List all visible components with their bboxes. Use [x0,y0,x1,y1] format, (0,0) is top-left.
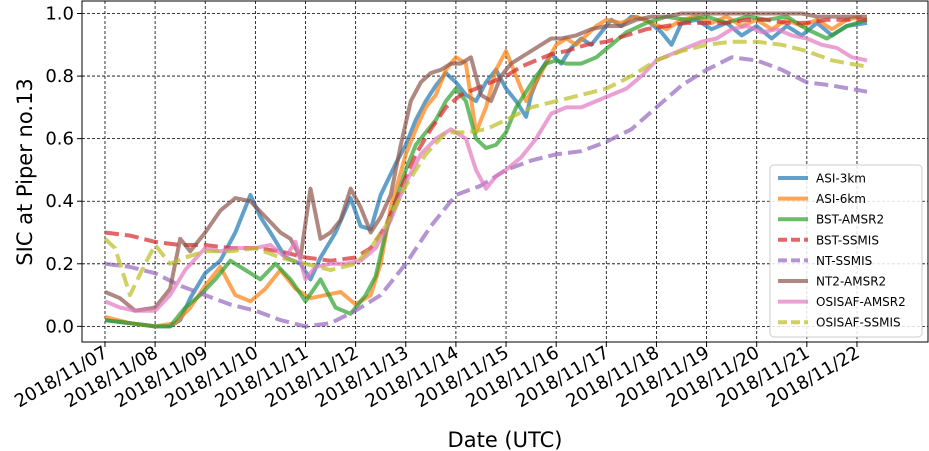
y-tick-label: 0.2 [45,254,74,275]
series-line-osisaf-ssmis [103,39,868,298]
y-tick-label: 1.0 [45,4,74,25]
x-axis-title: Date (UTC) [448,428,563,451]
series-line-asi-6km [104,14,863,329]
series-lines [103,11,868,329]
legend-label: BST-SSMIS [816,233,879,247]
legend-label: ASI-6km [816,192,866,206]
legend-label: NT2-AMSR2 [816,275,886,289]
legend: ASI-3km ASI-6km BST-AMSR2 BST-SSMIS NT-SSMIS… [769,164,923,338]
legend-label: NT-SSMIS [816,254,872,268]
y-axis-title: SIC at Piper no.13 [13,78,37,265]
series-line-bst-amsr2 [104,14,868,329]
legend-label: ASI-3km [816,172,866,186]
series-line-bst-ssmis [104,17,867,263]
legend-box [769,164,923,338]
grid [82,1,928,342]
y-tick-label: 0.6 [45,129,74,150]
legend-label: BST-AMSR2 [816,213,884,227]
legend-label: OSISAF-SSMIS [816,316,901,330]
y-axis: 0.0 0.2 0.4 0.6 0.8 1.0 [45,4,82,337]
series-line-asi-3km [104,14,868,329]
plot-frame [81,0,929,343]
series-line-nt-ssmis [104,55,868,329]
x-axis: 2018/11/072018/11/082018/11/092018/11/10… [11,342,863,412]
y-tick-label: 0.8 [45,66,74,87]
series-line-nt2-amsr2 [104,11,867,313]
legend-label: OSISAF-AMSR2 [816,295,906,309]
y-tick-label: 0.4 [45,191,74,212]
y-tick-label: 0.0 [45,316,74,337]
